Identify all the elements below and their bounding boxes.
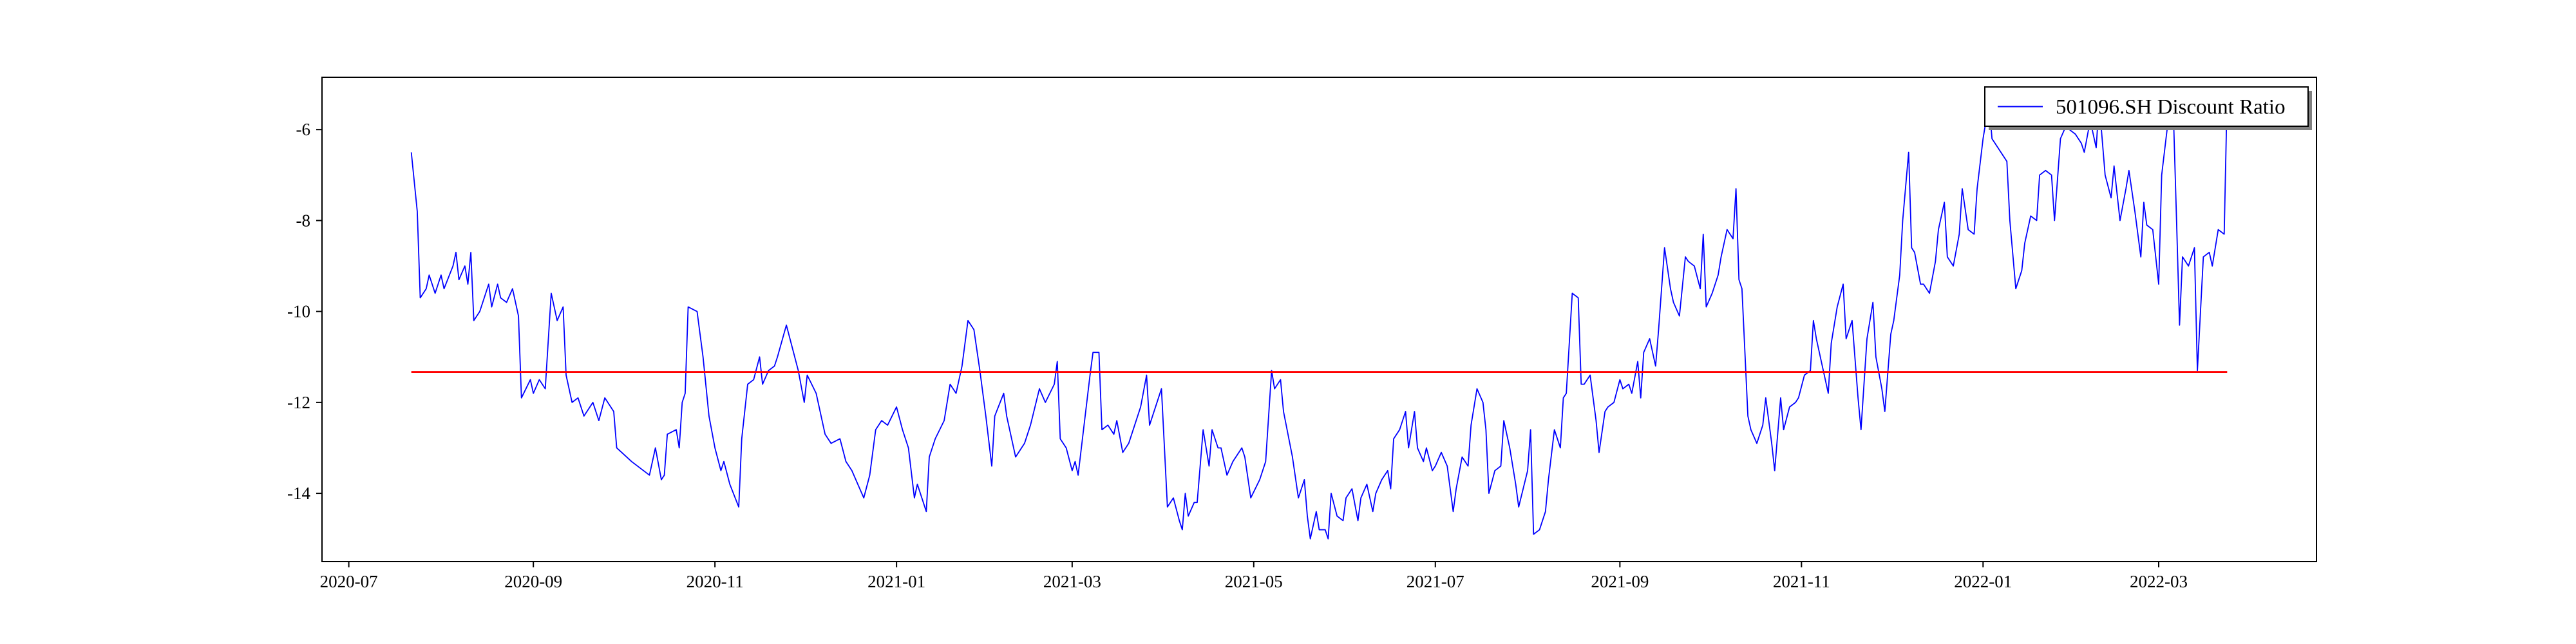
data-line (410, 93, 2228, 540)
axes-frame (321, 77, 2317, 562)
y-tick-label: -10 (287, 302, 310, 321)
y-tick-label: -14 (287, 484, 310, 503)
x-tick-label: 2021-03 (1043, 572, 1101, 591)
x-tick-label: 2021-09 (1591, 572, 1649, 591)
y-tick-label: -8 (296, 211, 311, 230)
y-tick-label: -6 (296, 120, 311, 139)
x-tick-label: 2020-09 (504, 572, 562, 591)
x-tick-label: 2020-07 (320, 572, 378, 591)
x-tick-label: 2020-11 (687, 572, 744, 591)
x-tick-label: 2021-11 (1773, 572, 1830, 591)
x-tick-label: 2022-03 (2130, 572, 2188, 591)
legend-label: 501096.SH Discount Ratio (2056, 96, 2286, 119)
x-tick-label: 2021-01 (867, 572, 925, 591)
x-tick-label: 2021-07 (1406, 572, 1464, 591)
x-tick-label: 2022-01 (1954, 572, 2012, 591)
y-tick-label: -12 (287, 393, 310, 412)
x-tick-label: 2021-05 (1225, 572, 1283, 591)
plot-area (410, 93, 2228, 540)
